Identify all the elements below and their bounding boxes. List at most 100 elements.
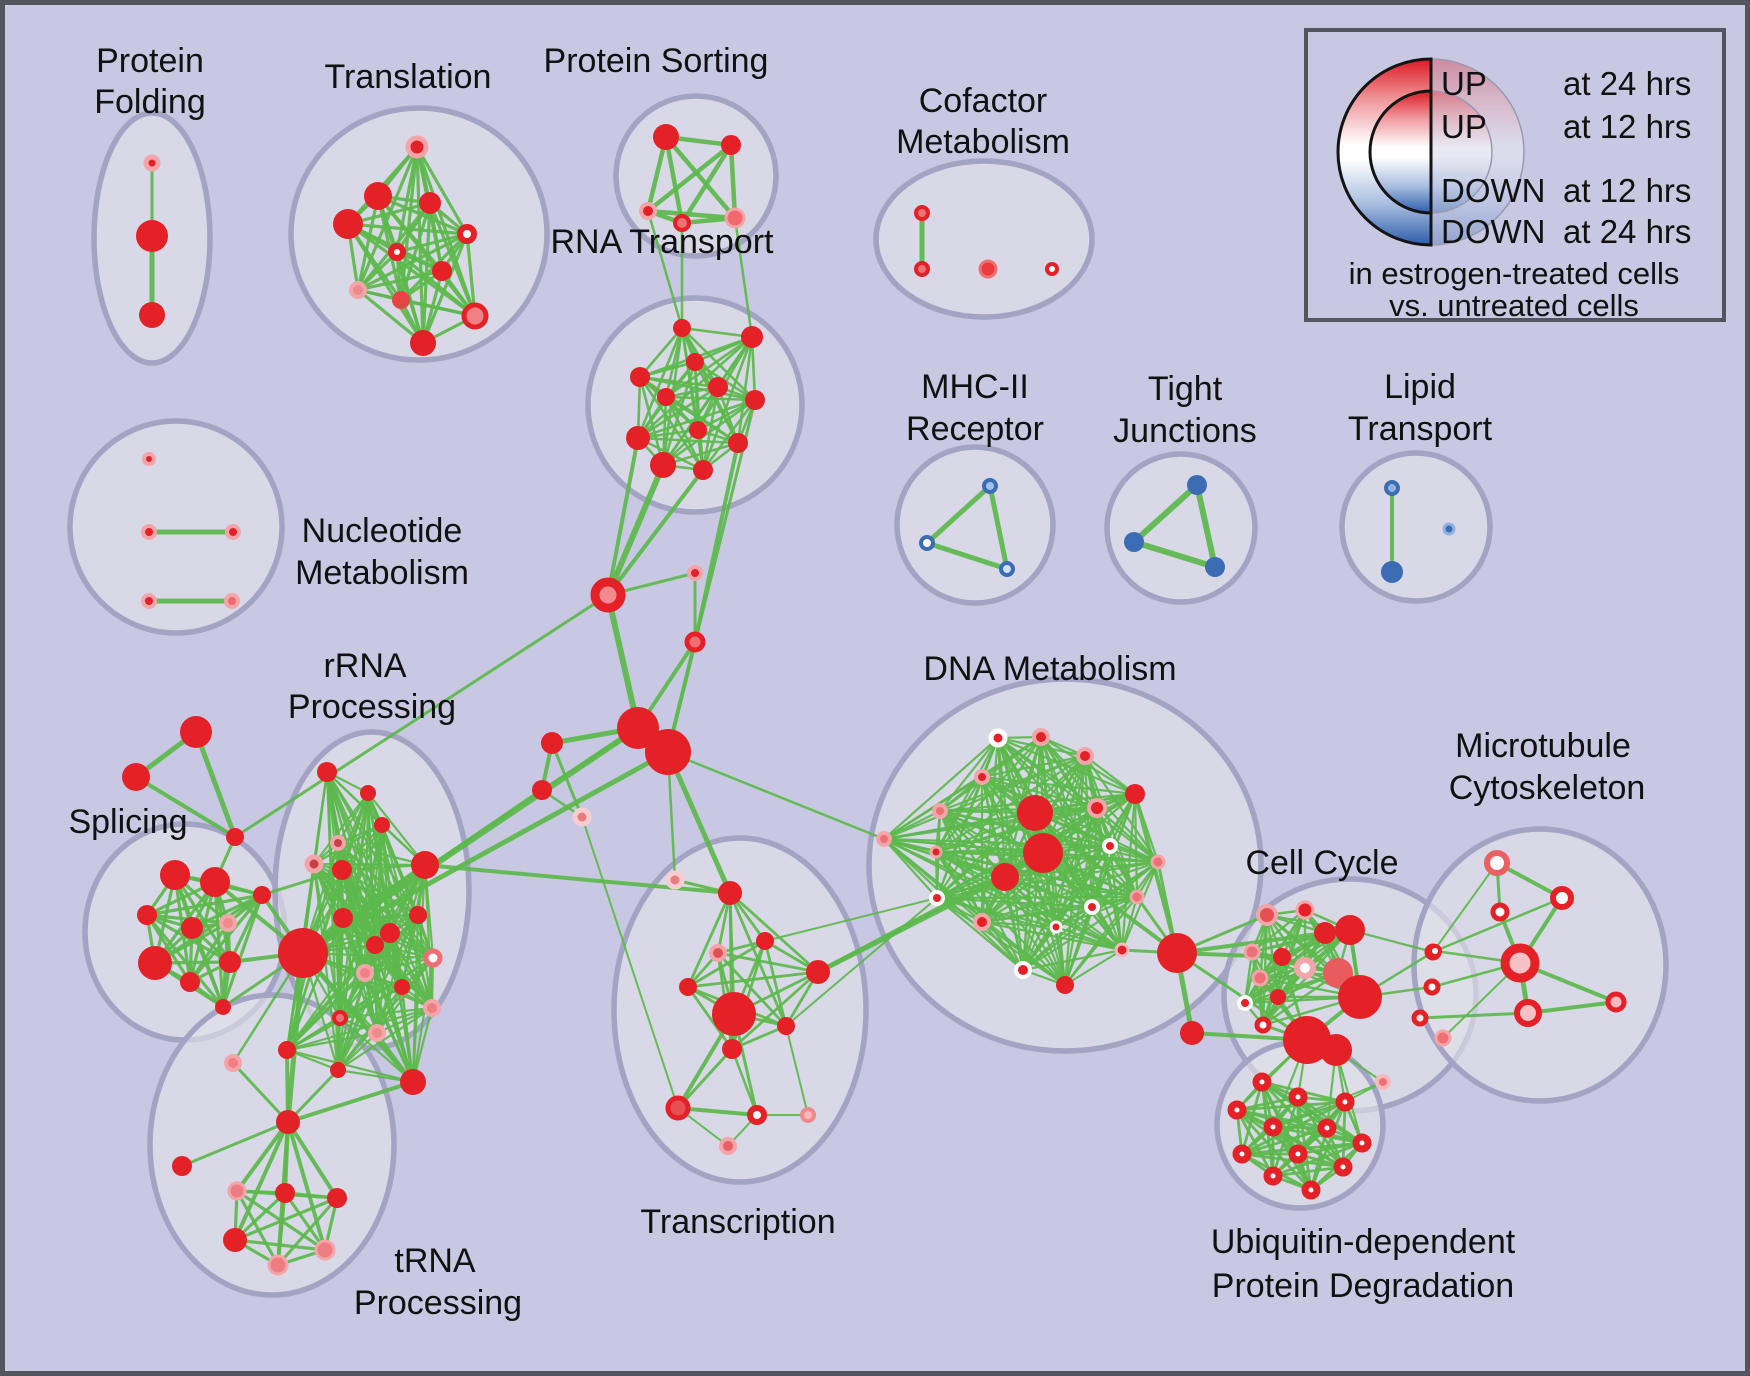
- network-node: [1087, 798, 1107, 818]
- network-node: [684, 631, 706, 653]
- network-node: [991, 863, 1019, 891]
- network-edge: [606, 468, 705, 597]
- network-edge: [173, 873, 232, 964]
- network-edge: [1108, 844, 1139, 899]
- network-edge: [666, 750, 886, 841]
- network-edge: [283, 1191, 327, 1252]
- network-node: [693, 460, 713, 480]
- network-node: [1125, 784, 1145, 804]
- network-node: [1423, 978, 1441, 996]
- network-nodes: [122, 124, 1627, 1276]
- network-node: [1333, 1157, 1353, 1177]
- network-edge: [346, 222, 469, 236]
- network-edge: [686, 939, 767, 989]
- network-edge: [145, 893, 264, 917]
- network-edge: [730, 1047, 759, 1117]
- network-node: [224, 1054, 242, 1072]
- network-node: [1114, 942, 1130, 958]
- cluster-tight-junctions: [1104, 451, 1258, 605]
- network-edge: [134, 775, 237, 839]
- network-node: [142, 452, 156, 466]
- network-edge: [380, 823, 434, 1010]
- network-node: [630, 367, 650, 387]
- network-edge: [1240, 1126, 1329, 1156]
- network-node: [1514, 999, 1542, 1027]
- legend-caption: vs. untreated cells: [1389, 288, 1639, 323]
- network-node: [1411, 1009, 1429, 1027]
- network-edge: [676, 1047, 734, 1110]
- network-edge: [980, 775, 1160, 864]
- network-node: [686, 353, 704, 371]
- network-node: [1294, 957, 1316, 979]
- network-node: [721, 135, 741, 155]
- network-edge: [336, 1006, 434, 1072]
- network-edge: [638, 326, 684, 379]
- network-edge: [190, 893, 264, 930]
- network-node: [366, 936, 384, 954]
- network-edge: [1418, 1011, 1530, 1020]
- network-node: [1232, 1144, 1252, 1164]
- network-node: [532, 780, 552, 800]
- network-edge: [1432, 862, 1498, 953]
- network-node: [330, 835, 346, 851]
- cluster-label-rna-transport: RNA Transport: [551, 223, 775, 261]
- network-node: [1045, 262, 1059, 276]
- network-edge: [701, 335, 754, 472]
- network-edge: [605, 592, 641, 731]
- network-edge: [1258, 928, 1352, 980]
- network-edge: [661, 441, 740, 467]
- network-edge: [286, 1068, 340, 1124]
- network-node: [1314, 922, 1336, 944]
- network-node: [143, 154, 161, 172]
- network-node: [982, 478, 998, 494]
- network-edge: [638, 375, 705, 472]
- network-node: [1084, 899, 1100, 915]
- network-node: [724, 207, 746, 229]
- network-node: [356, 964, 374, 982]
- network-edge: [924, 540, 1010, 572]
- network-node: [919, 535, 935, 551]
- network-edge: [763, 939, 788, 1028]
- network-edge: [980, 844, 1112, 924]
- network-node: [360, 785, 376, 801]
- network-edge: [325, 770, 420, 917]
- network-node: [374, 817, 390, 833]
- network-node: [1283, 1016, 1331, 1064]
- network-edge: [646, 209, 684, 330]
- network-edge: [980, 775, 1137, 796]
- cluster-label-translation: Translation: [325, 58, 492, 96]
- network-edge: [716, 951, 820, 974]
- network-node: [1023, 833, 1063, 873]
- network-edge: [325, 770, 340, 845]
- network-edge: [285, 1031, 379, 1052]
- legend-direction-label: UP: [1441, 65, 1487, 102]
- network-node: [1256, 904, 1278, 926]
- cluster-label-microtubule-cytoskeleton: Cytoskeleton: [1449, 769, 1646, 807]
- network-edge: [1041, 851, 1124, 952]
- network-edge: [716, 951, 788, 1028]
- network-edge: [1041, 851, 1179, 955]
- cluster-label-lipid-transport: Lipid: [1384, 368, 1456, 406]
- network-edge: [935, 806, 1099, 900]
- cluster-label-protein-folding: Protein: [96, 42, 204, 80]
- network-node: [333, 209, 363, 239]
- cluster-microtubule-cytoskeleton: [1411, 826, 1669, 1104]
- network-node: [368, 1024, 386, 1042]
- network-node: [1150, 854, 1166, 870]
- network-edge: [415, 145, 469, 236]
- network-edge: [231, 1061, 290, 1124]
- network-node: [1500, 943, 1540, 983]
- network-node: [400, 1069, 426, 1095]
- network-edge: [696, 398, 757, 432]
- cluster-label-ubiquitin-degradation: Ubiquitin-dependent: [1211, 1223, 1516, 1261]
- network-edge: [286, 1120, 339, 1200]
- network-node: [349, 281, 367, 299]
- network-edge: [1120, 895, 1139, 952]
- network-node: [1102, 838, 1118, 854]
- network-edge: [606, 436, 640, 597]
- legend-ring-half: [1430, 90, 1493, 214]
- network-node: [741, 326, 763, 348]
- network-edge: [145, 913, 232, 964]
- network-edge: [1054, 806, 1099, 929]
